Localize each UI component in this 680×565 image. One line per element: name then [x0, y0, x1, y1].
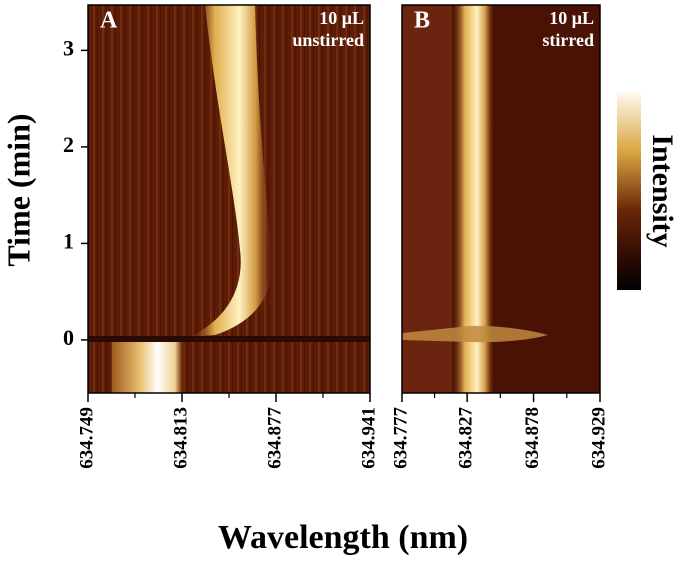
x-tick-label: 634.878	[522, 407, 543, 469]
y-tick-label: 1	[63, 228, 74, 253]
x-tick-label: 634.777	[390, 407, 411, 469]
x-axis-label: Wavelength (nm)	[218, 519, 468, 556]
x-tick-label: 634.929	[588, 407, 609, 469]
heatmap-band	[88, 336, 370, 342]
x-tick-label: 634.941	[358, 407, 379, 469]
panel-label: B	[414, 8, 430, 34]
y-axis-label: Time (min)	[0, 113, 36, 266]
colorbar	[617, 92, 641, 290]
colorbar-label: Intensity	[646, 134, 679, 247]
annotation: 10 μL	[319, 8, 364, 28]
y-tick-label: 0	[63, 325, 74, 350]
y-tick-label: 2	[63, 132, 74, 157]
annotation: stirred	[542, 30, 594, 50]
heatmap-band	[402, 325, 548, 343]
heatmap-band	[190, 5, 273, 337]
y-tick-label: 3	[63, 35, 74, 60]
x-tick-label: 634.827	[455, 407, 476, 469]
plot-frame	[401, 4, 601, 394]
x-tick-label: 634.877	[264, 407, 285, 469]
heatmap-background	[402, 5, 452, 393]
panel-label: A	[100, 8, 118, 34]
annotation: unstirred	[292, 30, 364, 50]
annotation: 10 μL	[549, 8, 594, 28]
x-tick-label: 634.749	[76, 407, 97, 469]
heatmap-image	[88, 5, 641, 393]
heatmap-band	[112, 342, 182, 393]
x-tick-label: 634.813	[170, 407, 191, 469]
